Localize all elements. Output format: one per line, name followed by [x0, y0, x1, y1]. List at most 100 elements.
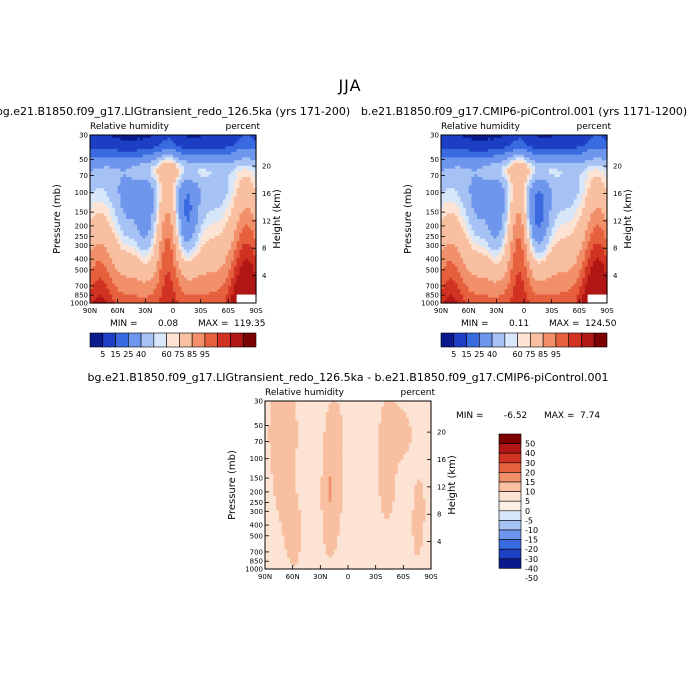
field-cell [214, 249, 218, 254]
field-cell [253, 171, 257, 175]
field-cell [125, 135, 130, 139]
field-cell [587, 188, 591, 192]
field-cell [242, 252, 246, 256]
field-cell [244, 151, 249, 156]
field-cell [184, 154, 188, 158]
field-cell [142, 213, 146, 217]
field-cell [120, 205, 124, 209]
field-cell [128, 179, 133, 184]
field-cell [153, 143, 157, 147]
field-cell [529, 174, 533, 178]
field-cell [220, 238, 224, 242]
field-cell [112, 255, 116, 259]
field-cell [109, 294, 113, 298]
field-cell [175, 280, 180, 284]
field-cell [222, 154, 227, 158]
field-cell [173, 283, 177, 287]
field-cell [253, 146, 257, 150]
field-cell [159, 269, 163, 273]
field-cell [250, 185, 254, 189]
field-cell [186, 249, 191, 254]
field-cell [217, 157, 221, 161]
field-cell [452, 174, 456, 178]
field-cell [203, 221, 207, 226]
field-cell [206, 199, 210, 203]
field-cell [159, 244, 163, 248]
field-cell [537, 160, 542, 164]
field-cell [112, 252, 116, 256]
field-cell [139, 171, 144, 175]
field-cell [587, 149, 591, 153]
field-cell [184, 238, 188, 242]
field-cell [175, 202, 180, 206]
field-cell [167, 275, 171, 279]
field-cell [208, 238, 213, 242]
field-cell [98, 280, 102, 284]
field-cell [247, 275, 252, 279]
field-cell [109, 160, 113, 164]
field-cell [521, 135, 525, 139]
field-cell [488, 160, 492, 164]
field-cell [139, 272, 144, 276]
field-cell [231, 205, 235, 209]
field-cell [170, 238, 174, 242]
field-cell [114, 297, 119, 301]
field-cell [98, 300, 102, 304]
field-cell [142, 154, 146, 158]
field-cell [208, 247, 213, 251]
field-cell [153, 146, 157, 150]
field-cell [465, 191, 470, 195]
field-cell [465, 188, 470, 192]
field-cell [112, 249, 116, 254]
field-cell [103, 157, 108, 161]
field-cell [170, 140, 174, 144]
field-cell [537, 135, 542, 139]
field-cell [217, 235, 221, 240]
field-cell [186, 140, 191, 144]
field-cell [593, 137, 597, 142]
field-cell [507, 154, 511, 158]
field-cell [228, 196, 232, 200]
field-cell [220, 205, 224, 209]
field-cell [598, 177, 603, 181]
field-cell [206, 171, 210, 175]
field-cell [148, 205, 152, 209]
field-cell [573, 157, 578, 161]
field-cell [137, 219, 141, 223]
field-cell [95, 275, 99, 279]
field-cell [161, 193, 166, 198]
field-cell [217, 258, 221, 262]
field-cell [515, 146, 520, 150]
field-cell [457, 157, 461, 161]
field-cell [134, 199, 138, 203]
field-cell [554, 179, 558, 184]
field-cell [446, 185, 450, 189]
field-cell [225, 233, 229, 237]
field-cell [446, 146, 450, 150]
field-cell [239, 143, 243, 147]
field-cell [504, 163, 508, 167]
field-cell [557, 168, 561, 172]
field-cell [559, 193, 564, 198]
field-cell [137, 266, 141, 270]
field-cell [112, 219, 116, 223]
field-cell [101, 191, 105, 195]
field-cell [228, 174, 232, 178]
field-cell [579, 182, 583, 186]
field-cell [443, 179, 448, 184]
field-cell [98, 269, 102, 273]
field-cell [573, 143, 578, 147]
field-cell [186, 230, 191, 234]
field-cell [228, 149, 232, 153]
field-cell [244, 235, 249, 240]
field-cell [247, 157, 252, 161]
field-cell [181, 210, 185, 214]
field-cell [181, 137, 185, 142]
field-cell [463, 149, 467, 153]
field-cell [153, 149, 157, 153]
field-cell [125, 163, 130, 167]
field-cell [250, 249, 254, 254]
field-cell [117, 160, 122, 164]
field-cell [178, 135, 182, 139]
field-cell [112, 140, 116, 144]
